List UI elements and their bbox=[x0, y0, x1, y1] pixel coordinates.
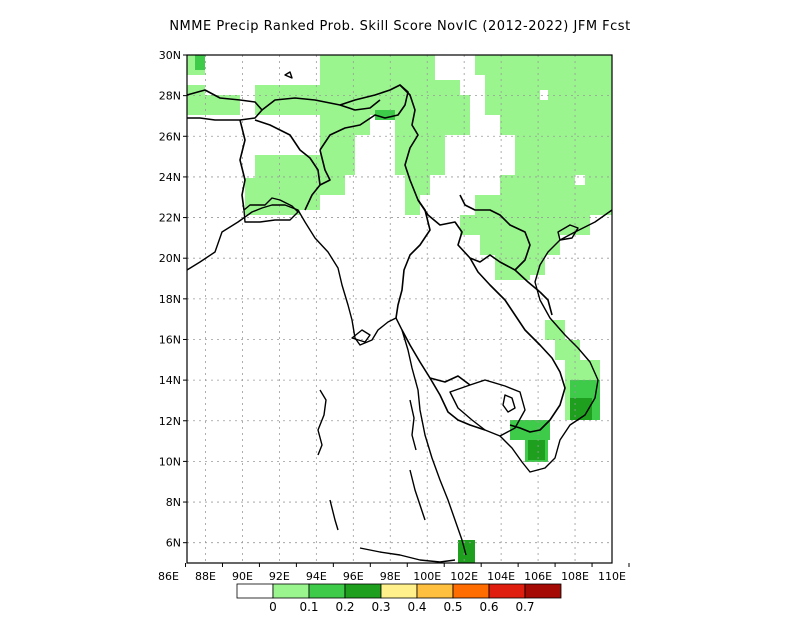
lon-label: 92E bbox=[269, 570, 290, 583]
lon-label: 108E bbox=[561, 570, 589, 583]
colorbar-label: 0.5 bbox=[443, 600, 462, 614]
lon-label: 88E bbox=[195, 570, 216, 583]
lon-label: 96E bbox=[343, 570, 364, 583]
colorbar-bin bbox=[236, 583, 274, 599]
colorbar-label: 0.3 bbox=[371, 600, 390, 614]
latitude-labels: 6N 8N 10N 12N 14N 16N 18N 20N 22N 24N 26N 28N 30N bbox=[159, 49, 187, 550]
lat-label: 14N bbox=[159, 374, 181, 387]
colorbar-label: 0.4 bbox=[407, 600, 426, 614]
skill-shading bbox=[187, 55, 612, 563]
lat-label: 24N bbox=[159, 171, 181, 184]
colorbar-bin bbox=[308, 583, 346, 599]
colorbar-label: 0.7 bbox=[515, 600, 534, 614]
lat-label: 16N bbox=[159, 333, 181, 346]
lat-label: 10N bbox=[159, 455, 181, 468]
lon-label: 100E bbox=[413, 570, 441, 583]
colorbar-label: 0.2 bbox=[335, 600, 354, 614]
map-title: NMME Precip Ranked Prob. Skill Score Nov… bbox=[169, 19, 631, 34]
lat-label: 18N bbox=[159, 293, 181, 306]
lon-label: 90E bbox=[232, 570, 253, 583]
lat-label: 22N bbox=[159, 212, 181, 225]
colorbar-bin bbox=[524, 583, 562, 599]
lat-label: 20N bbox=[159, 252, 181, 265]
lon-label: 98E bbox=[380, 570, 401, 583]
colorbar-bin bbox=[452, 583, 490, 599]
lat-label: 26N bbox=[159, 130, 181, 143]
colorbar-bin bbox=[380, 583, 418, 599]
lon-label: 86E bbox=[158, 570, 179, 583]
map-frame bbox=[186, 54, 613, 564]
lat-label: 8N bbox=[166, 496, 181, 509]
colorbar: 0 0.1 0.2 0.3 0.4 0.5 0.6 0.7 bbox=[236, 583, 562, 614]
lon-label: 94E bbox=[306, 570, 327, 583]
colorbar-label: 0.1 bbox=[299, 600, 318, 614]
colorbar-label: 0 bbox=[269, 600, 277, 614]
lat-lon-grid bbox=[187, 55, 612, 563]
longitude-labels: 86E 88E 90E 92E 94E 96E 98E 100E 102E 104E 106E 108… bbox=[158, 563, 630, 583]
colorbar-bin bbox=[416, 583, 454, 599]
lon-label: 104E bbox=[487, 570, 515, 583]
colorbar-bin bbox=[272, 583, 310, 599]
lat-label: 28N bbox=[159, 90, 181, 103]
lon-label: 106E bbox=[524, 570, 552, 583]
colorbar-bin bbox=[488, 583, 526, 599]
coastlines-borders bbox=[186, 71, 613, 563]
lon-label: 110E bbox=[598, 570, 626, 583]
colorbar-bin bbox=[344, 583, 382, 599]
lat-label: 6N bbox=[166, 537, 181, 550]
colorbar-label: 0.6 bbox=[479, 600, 498, 614]
lat-label: 30N bbox=[159, 49, 181, 62]
lon-label: 102E bbox=[450, 570, 478, 583]
lat-label: 12N bbox=[159, 415, 181, 428]
